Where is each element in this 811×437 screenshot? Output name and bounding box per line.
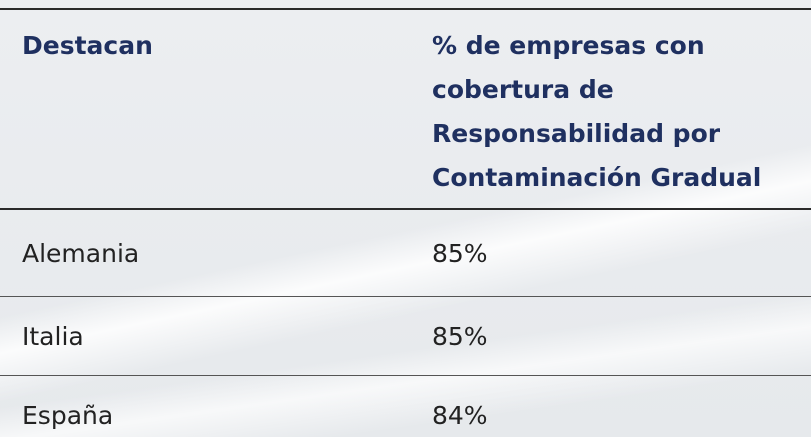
header-line: Responsabilidad por bbox=[432, 119, 721, 148]
header-line: % de empresas con bbox=[432, 31, 705, 60]
table-cell: Italia bbox=[22, 321, 84, 351]
table-cell: 85% bbox=[432, 321, 488, 351]
table-row: Alemania 85% bbox=[0, 209, 811, 297]
table-cell: 85% bbox=[432, 238, 488, 268]
table-body: Alemania 85% Italia 85% España 84% bbox=[0, 209, 811, 437]
table-cell: España bbox=[22, 400, 114, 430]
table-row: Italia 85% bbox=[0, 297, 811, 376]
table-row: España 84% bbox=[0, 376, 811, 437]
header-cell: % de empresas con cobertura de Responsab… bbox=[432, 9, 811, 209]
header-line: cobertura de bbox=[432, 75, 614, 104]
header-row: Destacan % de empresas con cobertura de … bbox=[0, 9, 811, 209]
header-line: Contaminación Gradual bbox=[432, 163, 762, 192]
header-cell: Destacan bbox=[22, 31, 153, 60]
table-cell: Alemania bbox=[22, 238, 140, 268]
table-header: Destacan % de empresas con cobertura de … bbox=[0, 9, 811, 209]
table: Destacan % de empresas con cobertura de … bbox=[0, 8, 811, 437]
table-cell: 84% bbox=[432, 400, 488, 430]
